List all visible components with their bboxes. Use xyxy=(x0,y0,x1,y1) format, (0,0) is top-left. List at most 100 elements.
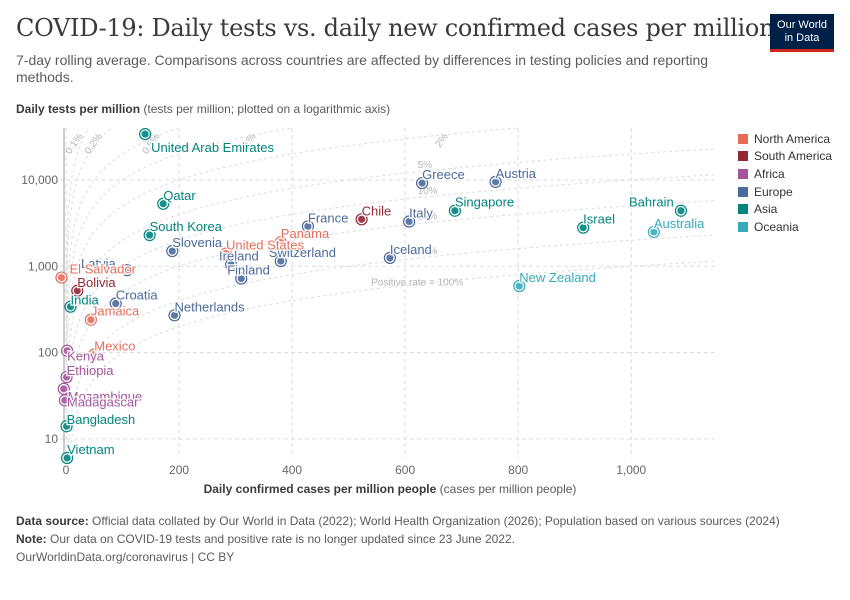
legend-swatch xyxy=(738,133,748,144)
data-points xyxy=(55,127,688,465)
legend-label: Africa xyxy=(754,166,785,181)
data-point xyxy=(277,257,285,265)
legend-label: South America xyxy=(754,149,833,164)
legend-label: Asia xyxy=(754,202,778,217)
data-point xyxy=(61,396,69,404)
point-label: Bolivia xyxy=(77,275,116,290)
point-label: Bahrain xyxy=(629,195,674,210)
legend-swatch xyxy=(738,168,748,179)
legend-item[interactable]: Africa xyxy=(738,165,832,183)
data-point xyxy=(146,231,154,239)
data-point xyxy=(159,200,167,208)
x-tick-label: 0 xyxy=(63,463,70,477)
point-label: Iceland xyxy=(390,242,432,257)
logo-line-2: in Data xyxy=(784,31,820,44)
positive-rate-label: 5% xyxy=(418,160,433,171)
data-point xyxy=(418,179,426,187)
positive-rate-curve xyxy=(68,234,716,443)
data-point xyxy=(87,316,95,324)
y-tick-label: 10,000 xyxy=(21,173,58,187)
point-label: Bangladesh xyxy=(67,412,136,427)
point-label: Kenya xyxy=(67,349,105,364)
y-axis-title-bold: Daily tests per million xyxy=(16,102,141,116)
legend-item[interactable]: Asia xyxy=(738,200,832,218)
point-labels: United Arab Emirates Qatar South Korea Sing… xyxy=(65,139,706,458)
data-source-text: Official data collated by Our World in D… xyxy=(92,514,780,528)
x-tick-label: 800 xyxy=(508,463,528,477)
data-point xyxy=(405,217,413,226)
positive-rate-label: 20% xyxy=(418,212,438,223)
data-point xyxy=(63,454,71,462)
point-label: Switzerland xyxy=(269,245,336,260)
data-point xyxy=(237,274,245,283)
positive-rate-curve xyxy=(69,260,716,456)
y-tick-label: 10 xyxy=(45,432,59,446)
data-point xyxy=(123,266,131,274)
x-tick-label: 200 xyxy=(169,463,189,477)
data-point xyxy=(451,207,459,215)
logo-line-1: Our World xyxy=(777,18,827,31)
point-label: New Zealand xyxy=(519,270,596,285)
legend-swatch xyxy=(738,221,748,232)
legend-label: Europe xyxy=(754,184,793,199)
point-label: Australia xyxy=(654,216,705,231)
data-point xyxy=(277,238,285,246)
data-source: Data source: Official data collated by O… xyxy=(16,514,806,529)
data-point xyxy=(515,282,523,290)
note: Note: Our data on COVID-19 tests and pos… xyxy=(16,532,806,547)
point-label: Netherlands xyxy=(175,299,246,314)
x-axis-title-rest: (cases per million people) xyxy=(439,482,577,496)
legend-item[interactable]: North America xyxy=(738,130,832,148)
positive-rate-curve xyxy=(65,127,179,353)
point-label: Chile xyxy=(362,203,392,218)
note-label: Note: xyxy=(16,532,47,546)
data-point xyxy=(90,350,98,359)
data-point xyxy=(650,228,658,236)
data-point xyxy=(62,422,71,430)
point-label: India xyxy=(71,293,100,308)
page-title: COVID-19: Daily tests vs. daily new conf… xyxy=(16,14,775,42)
data-point xyxy=(677,207,685,215)
point-label: Mexico xyxy=(94,338,135,353)
positive-rate-lines: 0.1%0.2% 0.5% 1% 2%5%10%20%50%Positive rate… xyxy=(64,127,716,456)
data-point xyxy=(63,347,71,355)
data-point xyxy=(386,254,394,262)
legend-label: Oceania xyxy=(754,219,799,234)
positive-rate-curve xyxy=(65,127,292,379)
x-tick-label: 600 xyxy=(395,463,415,477)
legend-swatch xyxy=(738,151,748,162)
point-label: Mozambique xyxy=(68,389,142,404)
owid-logo[interactable]: Our World in Data xyxy=(770,14,834,52)
data-point xyxy=(358,215,366,223)
legend-label: North America xyxy=(754,131,831,146)
point-label: Italy xyxy=(409,206,433,221)
point-label: Qatar xyxy=(163,188,196,203)
positive-rate-label: 50% xyxy=(418,246,438,257)
legend-item[interactable]: South America xyxy=(738,148,832,166)
y-axis-title-rest: (tests per million; plotted on a logarit… xyxy=(143,102,391,116)
data-point xyxy=(579,224,587,232)
data-point xyxy=(66,303,75,311)
point-label: South Korea xyxy=(150,219,223,234)
data-point xyxy=(62,373,71,381)
x-tick-label: 400 xyxy=(282,463,302,477)
point-label: United States xyxy=(226,238,305,253)
chart-subtitle: 7-day rolling average. Comparisons acros… xyxy=(16,52,709,85)
data-point xyxy=(227,260,235,269)
point-label: Ireland xyxy=(219,248,259,263)
point-label: Singapore xyxy=(455,195,514,210)
legend-item[interactable]: Oceania xyxy=(738,218,832,236)
data-point xyxy=(304,222,312,230)
data-point xyxy=(112,299,120,308)
legend-item[interactable]: Europe xyxy=(738,183,832,201)
legend-swatch xyxy=(738,204,748,215)
point-label: Ethiopia xyxy=(67,363,115,378)
data-point xyxy=(170,311,179,319)
chart-legend: North America South America Africa Europe As… xyxy=(738,130,832,236)
chart-footer: Data source: Official data collated by O… xyxy=(16,514,806,568)
point-label: Croatia xyxy=(116,288,159,303)
data-point xyxy=(73,287,81,295)
footer-link[interactable]: OurWorldinData.org/coronavirus | CC BY xyxy=(16,550,235,564)
point-label: Slovenia xyxy=(172,235,223,250)
positive-rate-curve xyxy=(65,148,716,439)
